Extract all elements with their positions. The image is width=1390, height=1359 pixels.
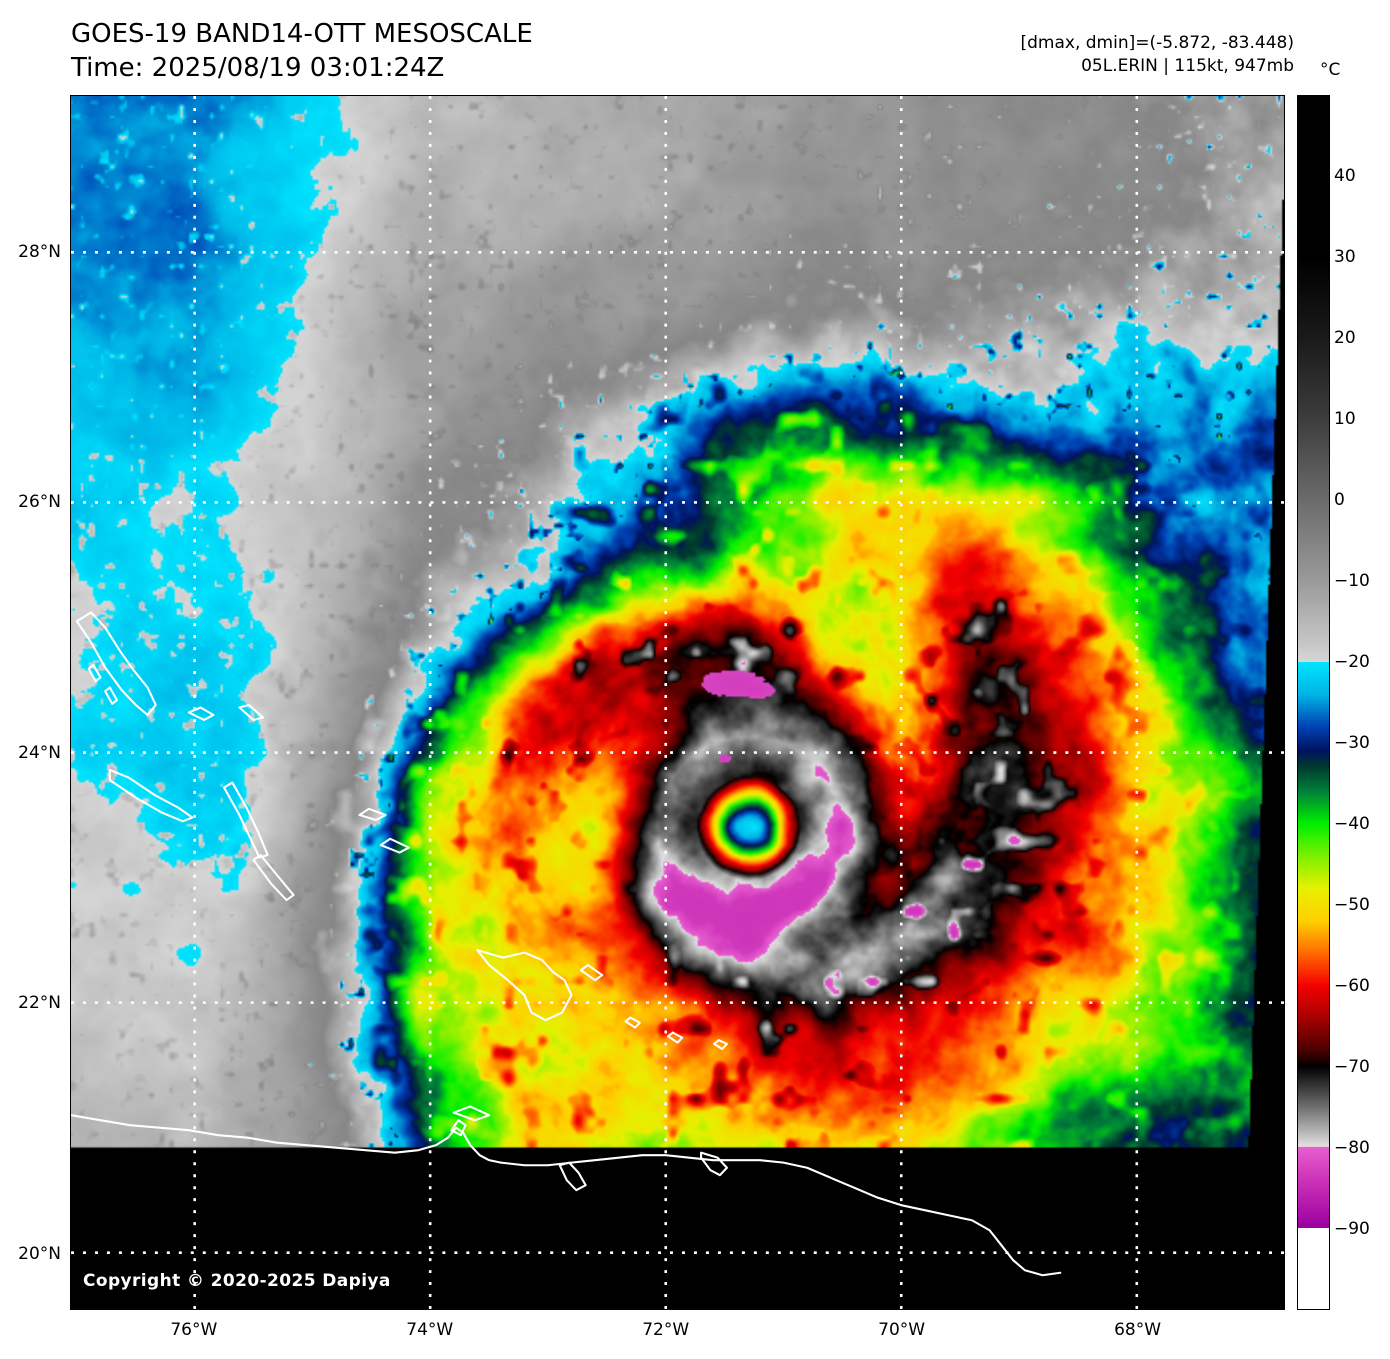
coastline-path — [452, 1105, 491, 1122]
coastline-path — [624, 1016, 641, 1029]
coastline-path — [108, 768, 194, 823]
lat-lon-gridlines — [71, 96, 1284, 1309]
y-axis-tick-label: 22°N — [18, 993, 61, 1014]
colorbar-tick-label: 0 — [1334, 490, 1345, 510]
colorbar-tick-label: −40 — [1334, 814, 1370, 834]
x-axis-tick-label: 72°W — [642, 1320, 690, 1340]
colorbar-tick-label: −80 — [1334, 1138, 1370, 1158]
y-axis-tick-label: 26°N — [18, 492, 61, 513]
y-axis-tick-label: 24°N — [18, 742, 61, 763]
metadata-block: [dmax, dmin]=(-5.872, -83.448) 05L.ERIN … — [1021, 32, 1295, 77]
x-axis-tick-label: 76°W — [170, 1320, 218, 1340]
colorbar-tick-label: 10 — [1334, 409, 1356, 429]
colorbar-tick-label: −30 — [1334, 733, 1370, 753]
coastline-path — [450, 1119, 467, 1137]
coastline-path — [187, 706, 215, 722]
colorbar-tick-label: 30 — [1334, 247, 1356, 267]
colorbar-tick-label: −10 — [1334, 571, 1370, 591]
infrared-brightness-temperature-raster — [71, 96, 1284, 1309]
colorbar-tick-label: 40 — [1334, 166, 1356, 186]
coastline-path — [712, 1039, 728, 1050]
copyright-label: Copyright © 2020-2025 Dapiya — [83, 1271, 391, 1291]
colorbar-gradient — [1298, 96, 1329, 1309]
y-axis-labels: 28°N 26°N 24°N 22°N 20°N — [0, 95, 62, 1310]
y-axis-tick-label: 28°N — [18, 241, 61, 262]
y-axis-tick-label: 20°N — [18, 1243, 61, 1264]
coastline-overlay — [71, 611, 1062, 1277]
colorbar-tick-labels: 40 30 20 10 0 −10 −20 −30 −40 −50 −60 −70 −80 −90 — [1334, 95, 1390, 1310]
colorbar-tick-label: 20 — [1334, 328, 1356, 348]
coastline-path — [104, 686, 118, 705]
coastline-path — [700, 1151, 728, 1177]
coastline-path — [558, 1161, 587, 1192]
satellite-image-plot: Copyright © 2020-2025 Dapiya — [70, 95, 1285, 1310]
coastline-path — [476, 949, 573, 1022]
x-axis-tick-label: 68°W — [1114, 1320, 1162, 1340]
coastline-path — [252, 854, 295, 902]
colorbar-tick-label: −60 — [1334, 976, 1370, 996]
coastline-path — [238, 703, 265, 722]
x-axis-tick-label: 70°W — [878, 1320, 926, 1340]
coastline-path — [667, 1031, 684, 1044]
coastline-path — [71, 1114, 502, 1164]
colorbar-tick-label: −50 — [1334, 895, 1370, 915]
coastline-path — [499, 1154, 1062, 1277]
colorbar-unit-label: °C — [1320, 60, 1341, 80]
x-axis-labels: 76°W 74°W 72°W 70°W 68°W — [70, 1320, 1285, 1346]
coastline-path — [379, 837, 410, 854]
page-title: GOES-19 BAND14-OTT MESOSCALE — [71, 19, 533, 49]
dmax-dmin-label: [dmax, dmin]=(-5.872, -83.448) — [1020, 33, 1295, 53]
colorbar-tick-label: −70 — [1334, 1057, 1370, 1077]
coastline-path — [579, 964, 604, 982]
storm-info-label: 05L.ERIN | 115kt, 947mb — [1081, 55, 1294, 76]
colorbar — [1297, 95, 1330, 1310]
title-block: GOES-19 BAND14-OTT MESOSCALE Time: 2025/… — [71, 18, 533, 86]
timestamp-label: Time: 2025/08/19 03:01:24Z — [71, 52, 445, 83]
colorbar-tick-label: −20 — [1334, 652, 1370, 672]
coastline-path — [87, 663, 102, 683]
coastline-path — [358, 807, 387, 822]
colorbar-tick-label: −90 — [1334, 1219, 1370, 1239]
x-axis-tick-label: 74°W — [406, 1320, 454, 1340]
coastline-path — [222, 781, 269, 859]
coastline-path — [75, 611, 157, 717]
